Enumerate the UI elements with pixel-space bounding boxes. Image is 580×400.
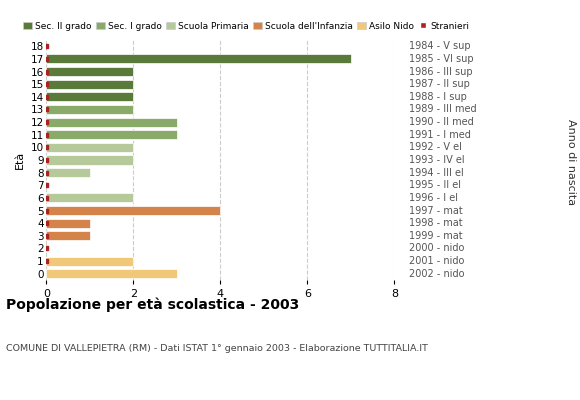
Legend: Sec. II grado, Sec. I grado, Scuola Primaria, Scuola dell'Infanzia, Asilo Nido, : Sec. II grado, Sec. I grado, Scuola Prim… <box>23 22 469 31</box>
Bar <box>46 143 133 152</box>
Text: 2001 - nido: 2001 - nido <box>409 256 464 266</box>
Text: 1996 - I el: 1996 - I el <box>409 193 458 203</box>
Bar <box>46 256 133 266</box>
Text: 1984 - V sup: 1984 - V sup <box>409 41 470 51</box>
Text: 1985 - VI sup: 1985 - VI sup <box>409 54 473 64</box>
Text: 1988 - I sup: 1988 - I sup <box>409 92 467 102</box>
Bar <box>46 156 133 164</box>
Text: 1990 - II med: 1990 - II med <box>409 117 474 127</box>
Bar <box>46 105 133 114</box>
Y-axis label: Età: Età <box>15 151 25 169</box>
Text: 1987 - II sup: 1987 - II sup <box>409 79 470 89</box>
Text: Popolazione per età scolastica - 2003: Popolazione per età scolastica - 2003 <box>6 298 299 312</box>
Text: COMUNE DI VALLEPIETRA (RM) - Dati ISTAT 1° gennaio 2003 - Elaborazione TUTTITALI: COMUNE DI VALLEPIETRA (RM) - Dati ISTAT … <box>6 344 427 353</box>
Text: 1999 - mat: 1999 - mat <box>409 231 462 241</box>
Bar <box>46 92 133 101</box>
Bar <box>46 231 90 240</box>
Text: 2002 - nido: 2002 - nido <box>409 269 465 279</box>
Text: 1986 - III sup: 1986 - III sup <box>409 66 473 76</box>
Text: 2000 - nido: 2000 - nido <box>409 244 464 254</box>
Bar <box>46 80 133 89</box>
Text: 1989 - III med: 1989 - III med <box>409 104 477 114</box>
Text: Anno di nascita: Anno di nascita <box>566 119 577 205</box>
Text: 1997 - mat: 1997 - mat <box>409 206 463 216</box>
Text: 1993 - IV el: 1993 - IV el <box>409 155 465 165</box>
Bar <box>46 206 220 215</box>
Bar <box>46 269 177 278</box>
Text: 1992 - V el: 1992 - V el <box>409 142 462 152</box>
Bar <box>46 118 177 127</box>
Bar <box>46 168 90 177</box>
Text: 1994 - III el: 1994 - III el <box>409 168 463 178</box>
Text: 1991 - I med: 1991 - I med <box>409 130 471 140</box>
Bar <box>46 54 351 64</box>
Text: 1995 - II el: 1995 - II el <box>409 180 461 190</box>
Text: 1998 - mat: 1998 - mat <box>409 218 462 228</box>
Bar <box>46 130 177 139</box>
Bar <box>46 67 133 76</box>
Bar <box>46 219 90 228</box>
Bar <box>46 193 133 202</box>
